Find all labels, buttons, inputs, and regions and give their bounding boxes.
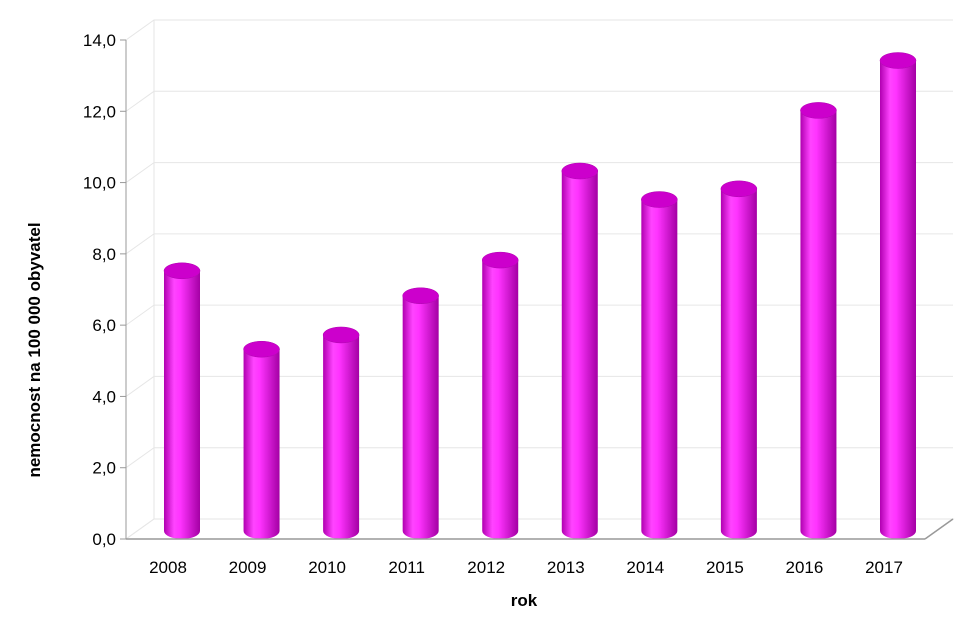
bar-body: [243, 349, 280, 539]
y-tick-label: 2,0: [92, 459, 116, 478]
bar-body: [800, 110, 837, 540]
x-axis-depth-edge: [924, 518, 954, 540]
x-tick-label: 2008: [149, 558, 187, 577]
y-tick-label: 6,0: [92, 316, 116, 335]
bar-top: [800, 102, 837, 119]
y-tick-label: 10,0: [83, 174, 116, 193]
bar-top: [243, 340, 280, 358]
bar-top: [561, 162, 599, 180]
bar: [561, 162, 599, 539]
x-axis-title: rok: [511, 591, 538, 610]
y-tick-label: 12,0: [83, 102, 116, 121]
x-tick-label: 2013: [547, 558, 585, 577]
x-tick-label: 2016: [786, 558, 824, 577]
x-tick-label: 2017: [865, 558, 903, 577]
x-tick-label: 2010: [308, 558, 346, 577]
gridline: [125, 162, 953, 183]
bar-top: [163, 262, 201, 280]
y-tick-label: 14,0: [83, 31, 116, 50]
gridline: [125, 375, 953, 397]
bar-top: [402, 287, 439, 305]
y-tick-label: 4,0: [92, 387, 116, 406]
bar: [641, 191, 678, 539]
bar-top: [322, 326, 360, 344]
bar: [322, 326, 360, 539]
bar: [720, 180, 758, 540]
bar: [800, 102, 837, 540]
bar-body: [561, 171, 598, 539]
bar: [481, 251, 519, 539]
y-axis-title: nemocnost na 100 000 obyvatel: [25, 222, 44, 477]
gridline: [125, 304, 953, 326]
bar-body: [164, 270, 200, 539]
bar-body: [880, 60, 916, 540]
bar: [243, 340, 280, 539]
gridline: [125, 447, 953, 469]
x-tick-label: 2011: [388, 558, 425, 577]
bars: [163, 52, 917, 540]
bar: [879, 52, 917, 540]
bar-body: [323, 334, 360, 539]
y-axis: 0,0 2,0 4,0 6,0 8,0 10,0 12,0 14,0: [83, 31, 127, 549]
bar-body: [720, 188, 757, 540]
x-tick-label: 2014: [626, 558, 664, 577]
bar-body: [482, 260, 519, 539]
gridline: [125, 518, 953, 540]
y-tick-label: 0,0: [92, 530, 116, 549]
bar-body: [641, 199, 678, 539]
x-tick-label: 2012: [467, 558, 505, 577]
x-tick-label: 2015: [706, 558, 744, 577]
bar-top: [720, 180, 758, 198]
x-tick-label: 2009: [229, 558, 267, 577]
bar-body: [402, 295, 439, 539]
gridline: [125, 233, 953, 255]
gridline: [125, 19, 953, 41]
bar: [402, 287, 439, 539]
bar-top: [481, 251, 519, 269]
bar: [163, 262, 201, 539]
gridline: [125, 90, 953, 112]
bar-top: [879, 52, 917, 69]
y-tick-label: 8,0: [92, 245, 116, 264]
bar-top: [641, 191, 678, 208]
x-axis: 2008 2009 2010 2011 2012 2013 2014 2015 2016 2017: [126, 518, 954, 577]
